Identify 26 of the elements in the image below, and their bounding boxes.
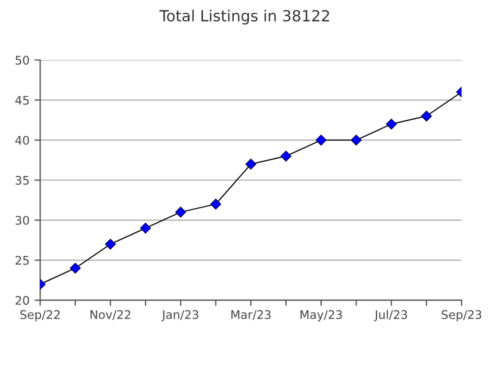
x-tick-label: Nov/22 <box>90 310 130 320</box>
point <box>70 262 81 274</box>
y-tick-label: 50 <box>16 56 29 65</box>
x-tick-label: May/23 <box>300 310 342 322</box>
point <box>140 222 151 234</box>
y-tick-label: 30 <box>16 216 29 225</box>
point <box>350 134 362 146</box>
point <box>210 198 222 210</box>
chart-title: Total Listings in 38122 <box>159 10 330 24</box>
x-tick-label: Sep/23 <box>442 310 482 322</box>
y-tick-label: 35 <box>16 176 29 185</box>
y-tick-label: 20 <box>16 296 29 305</box>
x-tick-label: Mar/23 <box>231 310 271 320</box>
point <box>245 158 256 170</box>
y-tick-label: 45 <box>15 96 29 105</box>
point <box>386 118 397 130</box>
x-tick-label: Jul/23 <box>374 310 408 322</box>
point <box>175 206 186 218</box>
y-tick-label: 25 <box>16 256 29 265</box>
x-tick-label: Sep/22 <box>20 310 60 322</box>
point <box>280 150 292 162</box>
point <box>421 110 432 122</box>
x-tick-label: Jan/23 <box>161 310 198 322</box>
point <box>316 134 327 146</box>
point <box>105 238 116 250</box>
y-tick-label: 40 <box>15 136 29 145</box>
